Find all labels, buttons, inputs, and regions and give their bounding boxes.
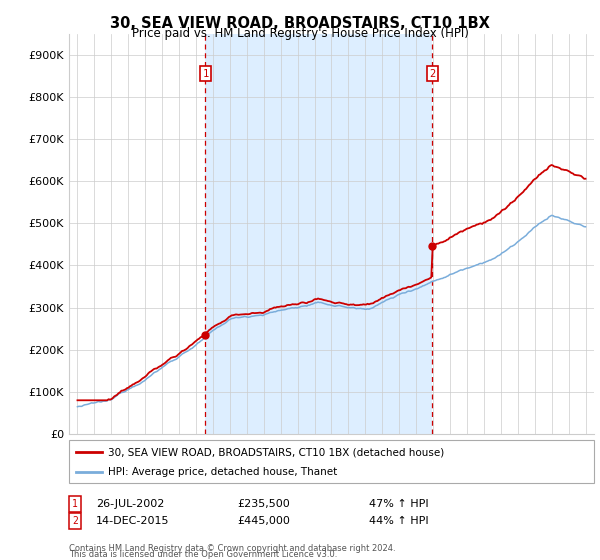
Text: 1: 1 bbox=[202, 69, 209, 78]
Text: 30, SEA VIEW ROAD, BROADSTAIRS, CT10 1BX (detached house): 30, SEA VIEW ROAD, BROADSTAIRS, CT10 1BX… bbox=[108, 447, 444, 457]
Text: 2: 2 bbox=[72, 516, 78, 526]
Text: 44% ↑ HPI: 44% ↑ HPI bbox=[369, 516, 428, 526]
Text: 2: 2 bbox=[429, 69, 436, 78]
Text: 26-JUL-2002: 26-JUL-2002 bbox=[96, 499, 164, 509]
Text: 14-DEC-2015: 14-DEC-2015 bbox=[96, 516, 170, 526]
Text: £445,000: £445,000 bbox=[237, 516, 290, 526]
Text: This data is licensed under the Open Government Licence v3.0.: This data is licensed under the Open Gov… bbox=[69, 550, 337, 559]
Text: Price paid vs. HM Land Registry's House Price Index (HPI): Price paid vs. HM Land Registry's House … bbox=[131, 27, 469, 40]
Text: 47% ↑ HPI: 47% ↑ HPI bbox=[369, 499, 428, 509]
Text: 1: 1 bbox=[72, 499, 78, 509]
Text: Contains HM Land Registry data © Crown copyright and database right 2024.: Contains HM Land Registry data © Crown c… bbox=[69, 544, 395, 553]
Text: HPI: Average price, detached house, Thanet: HPI: Average price, detached house, Than… bbox=[108, 467, 337, 477]
Text: £235,500: £235,500 bbox=[237, 499, 290, 509]
Text: 30, SEA VIEW ROAD, BROADSTAIRS, CT10 1BX: 30, SEA VIEW ROAD, BROADSTAIRS, CT10 1BX bbox=[110, 16, 490, 31]
Bar bbox=[205, 34, 432, 434]
